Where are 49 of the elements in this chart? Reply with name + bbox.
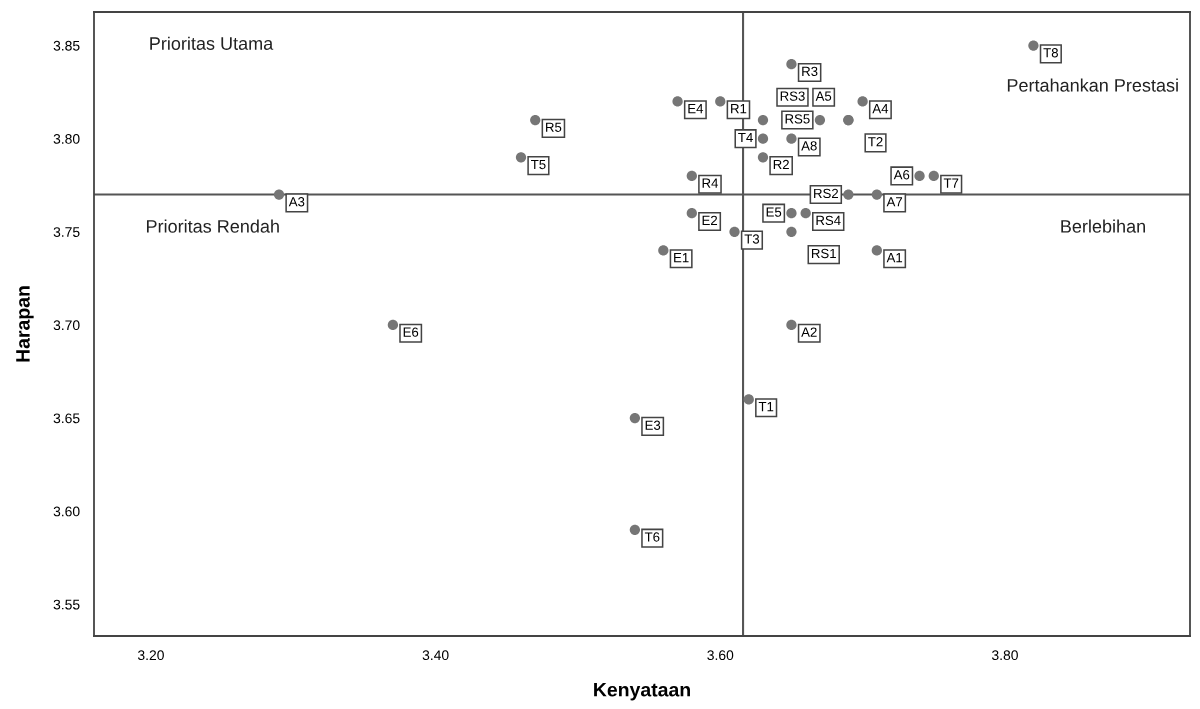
- annotation: E1: [674, 253, 689, 263]
- x-tick-label: 3.60: [707, 650, 734, 661]
- annotation: A6: [893, 170, 910, 180]
- annotation: RS5: [785, 114, 810, 124]
- annotation: RS2: [814, 188, 838, 199]
- y-axis-title: Harapan: [16, 286, 34, 362]
- annotation: A5: [815, 91, 832, 101]
- annotation: RS4: [816, 215, 841, 226]
- annotation: T2: [868, 137, 883, 147]
- y-tick-label: 3.80: [53, 134, 80, 144]
- annotation: Berlebihan: [1061, 219, 1145, 233]
- annotation: R3: [802, 66, 818, 77]
- annotation: R4: [702, 178, 719, 188]
- annotation: T4: [738, 133, 753, 143]
- annotation: E5: [766, 207, 782, 217]
- x-tick-label: 3.80: [991, 650, 1018, 661]
- annotation: RS1: [811, 248, 836, 259]
- y-tick-label: 3.60: [53, 506, 80, 517]
- annotation: Prioritas Rendah: [146, 219, 279, 233]
- annotation: R2: [773, 159, 789, 170]
- annotation: T6: [644, 532, 660, 542]
- y-tick-label: 3.55: [53, 599, 80, 610]
- annotation: T7: [943, 178, 959, 188]
- annotation: Pertahankan Prestasi: [1007, 78, 1178, 92]
- annotation: R5: [546, 122, 562, 132]
- annotation: A3: [288, 197, 305, 207]
- annotation: A7: [886, 197, 903, 207]
- annotation: A2: [801, 327, 817, 337]
- annotation: E6: [403, 327, 419, 337]
- annotation: R1: [731, 104, 747, 114]
- y-tick-label: 3.70: [53, 320, 80, 331]
- annotation: T1: [758, 402, 774, 412]
- y-tick-label: 3.85: [53, 40, 80, 51]
- y-tick-label: 3.75: [53, 227, 80, 237]
- annotation: T3: [744, 234, 760, 244]
- annotation: Prioritas Utama: [150, 36, 274, 50]
- y-tick-label: 3.65: [53, 413, 80, 424]
- x-tick-label: 3.20: [137, 650, 164, 661]
- annotation: RS3: [780, 91, 805, 101]
- annotation: T5: [531, 159, 546, 170]
- annotation: A8: [801, 141, 817, 151]
- x-tick-label: 3.40: [422, 650, 449, 661]
- annotation: A1: [886, 253, 903, 263]
- annotation: E3: [645, 420, 661, 430]
- annotation: E4: [688, 104, 704, 114]
- annotation: E2: [702, 215, 718, 225]
- x-axis-title: Kenyataan: [594, 682, 690, 701]
- annotation: A4: [872, 104, 889, 114]
- annotation: T8: [1043, 48, 1058, 58]
